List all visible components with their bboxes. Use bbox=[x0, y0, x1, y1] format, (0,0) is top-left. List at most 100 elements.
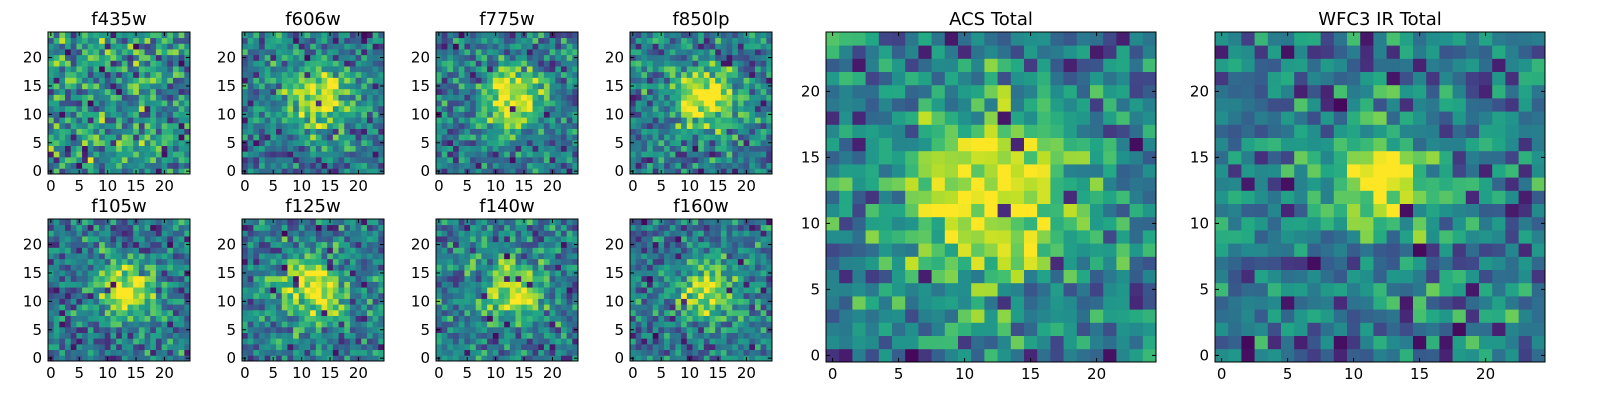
heatmap-cell bbox=[344, 117, 351, 124]
heatmap-cell bbox=[104, 94, 111, 101]
heatmap-cell bbox=[509, 247, 516, 254]
heatmap-cell bbox=[116, 162, 123, 169]
heatmap-cell bbox=[59, 298, 66, 305]
heatmap-cell bbox=[664, 309, 671, 316]
heatmap-cell bbox=[133, 66, 140, 73]
heatmap-cell bbox=[532, 275, 539, 282]
heatmap-cell bbox=[138, 168, 145, 175]
heatmap-cell bbox=[526, 145, 533, 152]
heatmap-cell bbox=[276, 139, 283, 146]
heatmap-cell bbox=[754, 88, 762, 95]
heatmap-cell bbox=[344, 247, 351, 254]
heatmap-cell bbox=[167, 275, 174, 282]
heatmap-cell bbox=[264, 270, 271, 277]
heatmap-cell bbox=[53, 355, 60, 362]
heatmap-cell bbox=[692, 355, 699, 362]
heatmap-cell bbox=[87, 66, 94, 73]
heatmap-cell bbox=[766, 309, 773, 316]
heatmap-cell bbox=[492, 321, 499, 328]
heatmap-cell bbox=[470, 66, 477, 73]
heatmap-cell bbox=[93, 145, 100, 152]
heatmap-cell bbox=[355, 292, 362, 299]
heatmap-cell bbox=[366, 270, 374, 277]
heatmap-cell bbox=[458, 122, 465, 129]
heatmap-cell bbox=[737, 54, 744, 61]
heatmap-cell bbox=[321, 298, 328, 305]
heatmap-cell bbox=[458, 298, 465, 305]
heatmap-cell bbox=[287, 168, 294, 175]
heatmap-cell bbox=[635, 54, 642, 61]
heatmap-cell bbox=[338, 66, 345, 73]
heatmap-cell bbox=[87, 298, 94, 305]
heatmap-cell bbox=[737, 71, 744, 78]
heatmap-cell bbox=[566, 49, 573, 56]
heatmap-cell bbox=[743, 83, 750, 90]
heatmap-cell bbox=[87, 43, 94, 50]
heatmap-cell bbox=[760, 292, 767, 299]
heatmap-cell bbox=[549, 253, 556, 260]
heatmap-cell bbox=[766, 77, 773, 84]
heatmap-cell bbox=[321, 117, 328, 124]
heatmap-cell bbox=[321, 66, 328, 73]
heatmap-cell bbox=[681, 275, 688, 282]
heatmap-cell bbox=[754, 275, 762, 282]
heatmap-cell bbox=[378, 134, 385, 141]
heatmap-cell bbox=[681, 298, 688, 305]
heatmap-cell bbox=[87, 32, 94, 39]
heatmap-cell bbox=[475, 122, 482, 129]
heatmap-cell bbox=[481, 247, 488, 254]
heatmap-cell bbox=[161, 100, 168, 107]
heatmap-cell bbox=[315, 66, 322, 73]
heatmap-cell bbox=[521, 122, 528, 129]
heatmap-cell bbox=[247, 298, 254, 305]
heatmap-cell bbox=[281, 100, 288, 107]
heatmap-cell bbox=[87, 264, 94, 271]
heatmap-cell bbox=[378, 122, 385, 129]
heatmap-cell bbox=[566, 309, 573, 316]
heatmap-cell bbox=[703, 88, 710, 95]
heatmap-cell bbox=[150, 287, 157, 294]
heatmap-cell bbox=[669, 54, 676, 61]
heatmap-cell bbox=[447, 54, 454, 61]
heatmap-cell bbox=[247, 338, 254, 345]
heatmap-cell bbox=[133, 258, 140, 265]
heatmap-cell bbox=[543, 219, 550, 226]
heatmap-cell bbox=[647, 43, 654, 50]
heatmap-cell bbox=[475, 134, 482, 141]
heatmap-cell bbox=[726, 71, 733, 78]
heatmap-cell bbox=[349, 343, 356, 351]
heatmap-cell bbox=[698, 287, 705, 294]
heatmap-cell bbox=[526, 32, 533, 39]
heatmap-cell bbox=[76, 326, 83, 333]
heatmap-cell bbox=[749, 122, 756, 129]
heatmap-cell bbox=[560, 128, 568, 135]
heatmap-cell bbox=[361, 145, 368, 152]
heatmap-cell bbox=[372, 71, 379, 78]
heatmap-cell bbox=[675, 151, 682, 158]
heatmap-cell bbox=[453, 94, 460, 101]
heatmap-cell bbox=[281, 49, 288, 56]
heatmap-cell bbox=[515, 298, 522, 305]
heatmap-cell bbox=[464, 100, 471, 107]
heatmap-cell bbox=[82, 338, 89, 345]
heatmap-cell bbox=[104, 224, 111, 231]
y-tick-label: 5 bbox=[32, 134, 42, 152]
heatmap-cell bbox=[470, 355, 477, 362]
heatmap-cell bbox=[48, 258, 55, 265]
heatmap-cell bbox=[475, 355, 482, 362]
x-tick-label: 5 bbox=[268, 177, 278, 195]
heatmap-cell bbox=[555, 326, 562, 333]
heatmap-cell bbox=[464, 287, 471, 294]
heatmap-cell bbox=[669, 105, 676, 112]
heatmap-cell bbox=[167, 230, 174, 237]
heatmap-cell bbox=[242, 349, 249, 356]
heatmap-cell bbox=[532, 128, 539, 135]
heatmap-cell bbox=[133, 117, 140, 124]
heatmap-cell bbox=[59, 219, 66, 226]
heatmap-cell bbox=[281, 247, 288, 254]
heatmap-cell bbox=[737, 128, 744, 135]
heatmap-cell bbox=[76, 83, 83, 90]
heatmap-cell bbox=[127, 71, 134, 78]
heatmap-cell bbox=[247, 230, 254, 237]
heatmap-cell bbox=[184, 43, 191, 50]
